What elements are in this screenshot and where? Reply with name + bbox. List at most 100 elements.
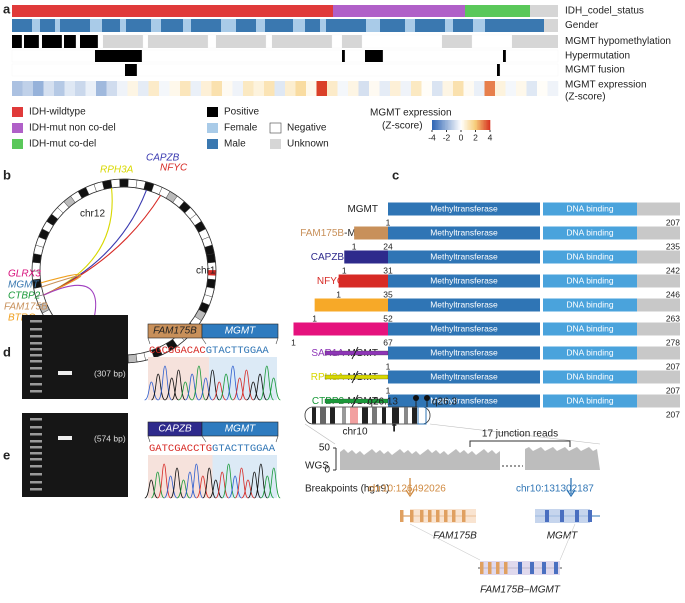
- exon: [575, 510, 579, 522]
- legend-swatch: [12, 139, 23, 149]
- heatmap-cell: [80, 35, 98, 48]
- trace-peak: [241, 479, 255, 499]
- arrow: [566, 478, 576, 498]
- trace-peak: [253, 373, 268, 401]
- trace-peak: [144, 479, 158, 499]
- colorbar-cell: [485, 120, 488, 130]
- domain-label: Methyltransferase: [430, 203, 498, 213]
- heatmap-cell: [405, 19, 415, 32]
- colorbar-cell: [459, 120, 462, 130]
- domain: [543, 202, 637, 216]
- colorbar-cell: [447, 120, 450, 130]
- heatmap-cell: [125, 64, 137, 76]
- ideogram-band: [392, 407, 399, 424]
- heatmap-cell: [38, 34, 43, 49]
- heatmap-cell: [421, 81, 433, 96]
- heatmap-cell: [232, 81, 244, 96]
- ladder-band: [30, 452, 42, 455]
- heatmap-cell: [221, 19, 236, 32]
- region: [417, 406, 427, 425]
- exon: [488, 562, 492, 574]
- domain: [543, 370, 637, 384]
- trace-peak: [163, 475, 178, 499]
- colorbar-title: MGMT expression: [370, 108, 452, 119]
- chromosome-label: chr12: [80, 209, 105, 220]
- sequence-partner: CGCGGACAC: [149, 345, 206, 357]
- colorbar-cell: [458, 120, 460, 130]
- domain: [388, 346, 540, 360]
- domain: [388, 370, 540, 384]
- sequence: GATCGACCTGGTACTTGGAA: [149, 443, 276, 455]
- connector: [147, 435, 151, 443]
- ideogram-band: [320, 407, 326, 424]
- heatmap-cell: [453, 19, 473, 32]
- heatmap-cell: [136, 63, 498, 77]
- heatmap-cell: [22, 81, 34, 96]
- gene-label: MGMT: [8, 280, 39, 291]
- ideogram-band: [312, 407, 316, 424]
- coverage: [525, 447, 600, 470]
- gene-label: FAM175B: [433, 531, 477, 542]
- exon: [444, 510, 448, 522]
- residue-label: 1: [386, 217, 391, 227]
- heatmap-cell: [497, 64, 500, 76]
- heatmap-cell: [442, 35, 472, 48]
- fusion-name: MGMT: [347, 204, 378, 215]
- ladder-band: [30, 348, 42, 351]
- exon: [410, 510, 414, 522]
- gene-label: CTBP2: [8, 291, 41, 302]
- heatmap-cell: [445, 19, 453, 32]
- connector: [201, 435, 207, 443]
- gene-body: [410, 509, 476, 523]
- heatmap-cell: [484, 81, 496, 96]
- gene-label: MGMT: [225, 424, 256, 435]
- trace-peak: [183, 471, 197, 499]
- heatmap-cell: [148, 81, 160, 96]
- colorbar-cell: [432, 120, 434, 130]
- heatmap-cell: [256, 19, 265, 32]
- ladder-band: [30, 458, 42, 461]
- colorbar-cell: [468, 120, 470, 130]
- residue-label: 1: [312, 313, 317, 323]
- heatmap-cell: [102, 19, 120, 32]
- residue-label: 278: [666, 337, 680, 347]
- partner-label: CAPZB: [158, 424, 192, 435]
- heatmap-cell: [120, 19, 126, 32]
- colorbar-cell: [478, 120, 481, 130]
- ladder-band: [30, 488, 42, 491]
- legend-swatch: [207, 107, 218, 117]
- domain: [543, 274, 637, 288]
- legend-swatch: [269, 122, 282, 134]
- trace-peak: [178, 381, 193, 401]
- domain-label: Methyltransferase: [430, 275, 498, 285]
- ladder-band: [30, 426, 42, 429]
- chromosome-band: [127, 178, 138, 189]
- gene-label: FAM175B: [4, 302, 48, 313]
- heatmap-cell: [285, 81, 296, 96]
- row-label: MGMT expression: [565, 80, 647, 91]
- partner-label: FAM175B: [153, 326, 197, 337]
- domain-label: DNA binding: [566, 203, 614, 213]
- residue-label: 242: [666, 265, 680, 275]
- heatmap-cell: [85, 81, 97, 96]
- residue-label: 207: [666, 217, 680, 227]
- domain-label: DNA binding: [566, 299, 614, 309]
- legend-swatch: [207, 123, 218, 133]
- heatmap-cell: [382, 49, 504, 63]
- trace-bg: [148, 357, 210, 400]
- colorbar-tick-label: 0: [459, 132, 464, 142]
- heatmap-cell: [55, 19, 60, 32]
- colorbar-cell: [450, 120, 453, 130]
- domain-tail: [637, 394, 680, 408]
- partner-segment: [324, 374, 389, 380]
- panel-label: d: [3, 344, 11, 359]
- exon: [588, 510, 592, 522]
- heatmap-cell: [95, 50, 142, 62]
- domain-label: Methyltransferase: [430, 347, 498, 357]
- partner-segment: [314, 298, 388, 312]
- heatmap-cell: [348, 81, 359, 96]
- row-label: MGMT fusion: [565, 65, 625, 76]
- colorbar-cell: [442, 120, 444, 130]
- heatmap-cell: [485, 19, 544, 32]
- domain-tail: [637, 298, 680, 312]
